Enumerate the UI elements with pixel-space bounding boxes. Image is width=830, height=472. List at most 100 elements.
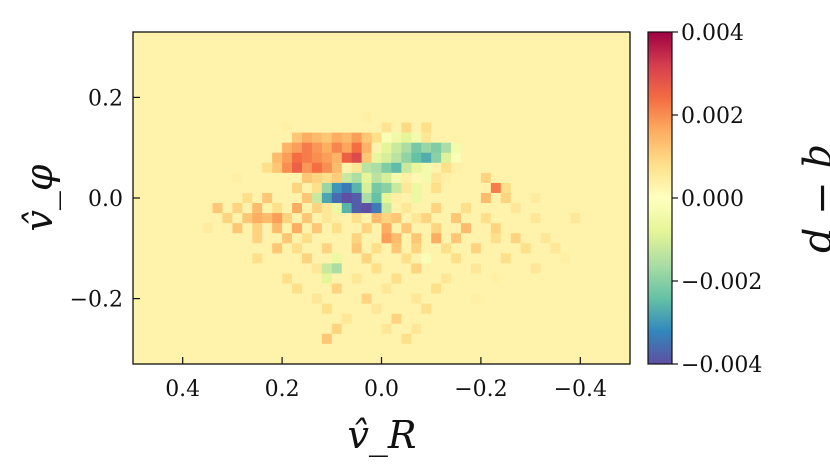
heatmap-cell [461,313,472,325]
heatmap-cell [470,333,482,345]
heatmap-cell [252,263,263,275]
heatmap-cell [341,283,353,295]
heatmap-cell [520,293,532,305]
heatmap-cell [361,92,373,104]
heatmap-cell [301,142,313,154]
heatmap-cell [600,52,611,63]
heatmap-cell [441,353,452,365]
heatmap-cell [321,303,333,315]
heatmap-cell [272,263,283,275]
heatmap-cell [550,223,562,234]
heatmap-cell [441,283,452,295]
heatmap-cell [560,142,571,154]
heatmap-cell [152,112,164,124]
heatmap-cell [142,52,154,63]
heatmap-cell [580,253,591,264]
heatmap-cell [520,213,532,224]
heatmap-cell [282,32,293,43]
heatmap-cell [451,82,462,93]
heatmap-cell [232,112,243,124]
heatmap-cell [401,102,412,114]
heatmap-cell [540,293,552,305]
heatmap-cell [520,263,532,275]
heatmap-cell [530,162,542,174]
heatmap-cell [222,162,233,174]
heatmap-cell [371,213,383,224]
heatmap-cell [500,62,512,73]
heatmap-cell [530,102,542,114]
heatmap-cell [133,152,144,164]
heatmap-cell [152,102,164,114]
heatmap-cell [292,353,303,365]
heatmap-cell [480,152,492,164]
heatmap-cell [371,263,383,275]
heatmap-cell [222,32,233,43]
heatmap-cell [361,333,373,345]
heatmap-cell [142,203,154,214]
heatmap-cell [252,253,263,264]
heatmap-cell [252,213,263,224]
heatmap-cell [470,142,482,154]
heatmap-cell [252,142,263,154]
heatmap-cell [351,152,363,164]
heatmap-cell [341,273,353,285]
heatmap-cell [321,42,333,53]
heatmap-cell [262,62,273,73]
heatmap-cell [570,213,581,224]
heatmap-cell [510,182,522,194]
heatmap-cell [311,162,323,174]
heatmap-cell [341,52,353,63]
heatmap-cell [391,82,402,93]
heatmap-cell [202,142,214,154]
heatmap-cell [172,72,184,83]
heatmap-cell [242,72,253,83]
heatmap-cell [282,293,293,305]
heatmap-cell [510,32,522,43]
heatmap-cell [162,172,174,184]
heatmap-cell [590,182,601,194]
heatmap-cell [580,293,591,305]
heatmap-cell [351,253,363,264]
heatmap-cell [262,253,273,264]
heatmap-cell [172,152,184,164]
heatmap-cell [242,142,253,154]
heatmap-cell [461,182,472,194]
heatmap-cell [441,172,452,184]
heatmap-cell [341,162,353,174]
heatmap-cell [500,323,512,335]
heatmap-cell [381,172,393,184]
heatmap-cell [610,343,621,355]
heatmap-cell [232,52,243,63]
heatmap-cell [142,273,154,285]
heatmap-cell [500,72,512,83]
heatmap-cell [361,32,373,43]
heatmap-cell [461,132,472,144]
heatmap-cell [391,253,402,264]
heatmap-cell [540,233,552,244]
heatmap-cell [391,343,402,355]
heatmap-cell [282,283,293,295]
heatmap-cell [441,62,452,73]
heatmap-cell [530,172,542,184]
heatmap-cell [510,142,522,154]
heatmap-cell [381,233,393,244]
heatmap-cell [361,142,373,154]
heatmap-cell [311,233,323,244]
heatmap-cell [321,142,333,154]
heatmap-cell [620,192,631,204]
heatmap-cell [490,243,502,254]
heatmap-cell [292,32,303,43]
heatmap-cell [540,172,552,184]
heatmap-cell [182,72,194,83]
heatmap-cell [172,42,184,53]
heatmap-cell [282,122,293,134]
heatmap-cell [540,353,552,365]
heatmap-cell [500,162,512,174]
heatmap-cell [590,343,601,355]
heatmap-cell [500,42,512,53]
heatmap-cell [192,343,204,355]
heatmap-cell [520,353,532,365]
heatmap-cell [301,233,313,244]
heatmap-cell [500,203,512,214]
heatmap-cell [133,283,144,295]
